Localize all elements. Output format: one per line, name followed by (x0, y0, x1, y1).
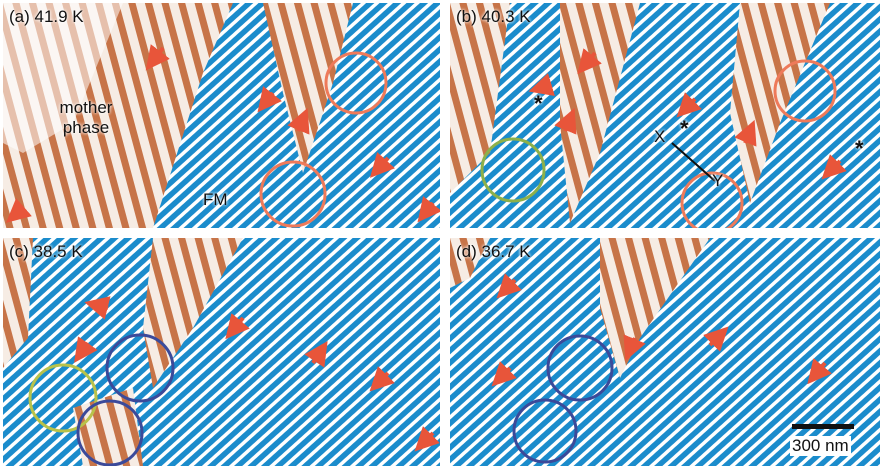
annotation: FM (203, 190, 228, 210)
micrograph (450, 238, 880, 466)
panel-b: (b) 40.3 K * * * X Y (450, 3, 880, 228)
micrograph (450, 3, 880, 228)
annotation: X (654, 127, 665, 147)
annotation: * (855, 136, 864, 162)
figure: (a) 41.9 K mother phase FM (b) 40.3 K * … (0, 0, 883, 469)
annotation: mother phase (51, 98, 121, 138)
panel-c: (c) 38.5 K (3, 238, 440, 466)
panel-label: (b) 40.3 K (456, 7, 531, 27)
scale-bar-label: 300 nm (790, 436, 851, 456)
panel-label: (c) 38.5 K (9, 242, 83, 262)
panel-a: (a) 41.9 K mother phase FM (3, 3, 440, 228)
annotation: Y (712, 171, 723, 191)
panel-label: (a) 41.9 K (9, 7, 84, 27)
annotation: * (680, 116, 689, 142)
annotation: * (534, 91, 543, 117)
panel-label: (d) 36.7 K (456, 242, 531, 262)
micrograph (3, 238, 440, 466)
panel-d: (d) 36.7 K 300 nm (450, 238, 880, 466)
